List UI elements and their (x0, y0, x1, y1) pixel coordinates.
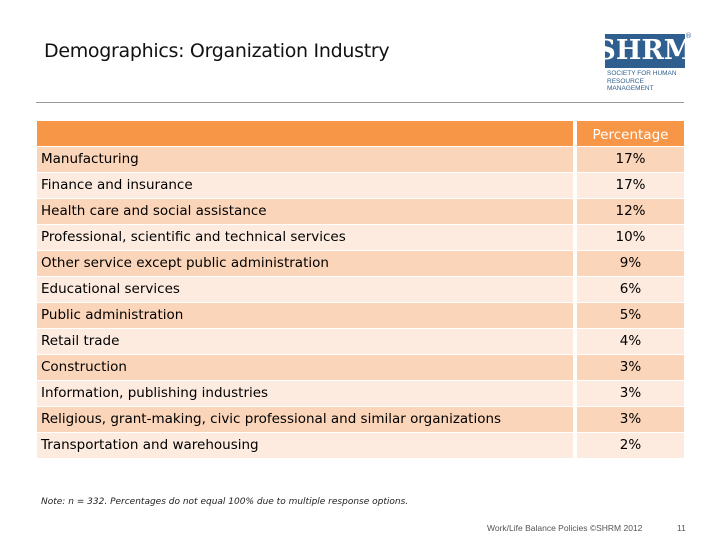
logo-registered-mark: ® (685, 32, 692, 40)
logo-tagline-line2: Resource Management (607, 77, 654, 93)
industry-label: Public administration (37, 303, 573, 328)
page-number: 11 (677, 523, 686, 533)
logo-wordmark: SHRM (596, 34, 694, 68)
industry-percentage: 10% (577, 225, 684, 250)
industry-label: Religious, grant-making, civic professio… (37, 407, 573, 432)
table-row: Manufacturing 17% (37, 147, 684, 172)
industry-label: Professional, scientific and technical s… (37, 225, 573, 250)
footnote: Note: n = 332. Percentages do not equal … (41, 497, 409, 507)
logo-tagline-line1: Society for Human (607, 70, 677, 77)
industry-percentage: 3% (577, 355, 684, 380)
industry-percentage: 3% (577, 407, 684, 432)
table-row: Professional, scientific and technical s… (37, 225, 684, 250)
table-body: Manufacturing 17% Finance and insurance 17%… (37, 147, 684, 458)
industry-label: Transportation and warehousing (37, 433, 573, 458)
footer-source: Work/Life Balance Policies ©SHRM 2012 (487, 523, 643, 533)
table-header-row: Percentage (37, 121, 684, 146)
industry-label: Construction (37, 355, 573, 380)
table-row: Religious, grant-making, civic professio… (37, 407, 684, 432)
industry-percentage: 4% (577, 329, 684, 354)
industry-percentage: 3% (577, 381, 684, 406)
industry-label: Other service except public administrati… (37, 251, 573, 276)
industry-label: Educational services (37, 277, 573, 302)
table-row: Information, publishing industries 3% (37, 381, 684, 406)
table-row: Educational services 6% (37, 277, 684, 302)
industry-label: Retail trade (37, 329, 573, 354)
table-row: Retail trade 4% (37, 329, 684, 354)
table-row: Finance and insurance 17% (37, 173, 684, 198)
industry-label: Health care and social assistance (37, 199, 573, 224)
header-percentage-cell: Percentage (577, 121, 684, 146)
industry-percentage: 9% (577, 251, 684, 276)
industry-label: Information, publishing industries (37, 381, 573, 406)
table-row: Health care and social assistance 12% (37, 199, 684, 224)
industry-label: Finance and insurance (37, 173, 573, 198)
logo-tagline: Society for Human Resource Management (607, 70, 691, 93)
page-title: Demographics: Organization Industry (44, 40, 390, 62)
shrm-logo: SHRM ® Society for Human Resource Manage… (596, 32, 694, 93)
industry-table: Percentage Manufacturing 17% Finance and i… (37, 121, 684, 459)
industry-percentage: 12% (577, 199, 684, 224)
table-row: Construction 3% (37, 355, 684, 380)
table-row: Transportation and warehousing 2% (37, 433, 684, 458)
industry-percentage: 2% (577, 433, 684, 458)
industry-percentage: 6% (577, 277, 684, 302)
industry-percentage: 5% (577, 303, 684, 328)
industry-percentage: 17% (577, 173, 684, 198)
table-row: Public administration 5% (37, 303, 684, 328)
industry-label: Manufacturing (37, 147, 573, 172)
header-label-cell (37, 121, 573, 146)
table-row: Other service except public administrati… (37, 251, 684, 276)
industry-percentage: 17% (577, 147, 684, 172)
title-divider (36, 102, 684, 103)
